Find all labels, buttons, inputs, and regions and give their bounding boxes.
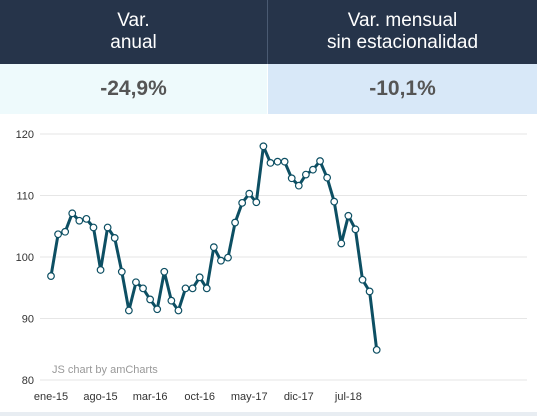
data-point	[323, 173, 332, 182]
summary-header	[0, 0, 537, 64]
y-tick-label: 120	[16, 129, 34, 141]
x-tick-label: mar-16	[133, 391, 168, 403]
data-point	[68, 209, 77, 218]
data-point	[372, 345, 381, 354]
data-point	[209, 243, 218, 252]
data-point	[75, 216, 84, 225]
data-point	[337, 239, 346, 248]
data-point	[82, 214, 91, 223]
data-point	[252, 198, 261, 207]
x-tick-label: ago-15	[83, 391, 117, 403]
data-point	[124, 306, 133, 315]
data-point	[160, 267, 169, 276]
data-point	[301, 170, 310, 179]
data-point	[132, 278, 140, 287]
x-tick-label: dic-17	[284, 391, 314, 403]
data-point	[153, 305, 162, 314]
data-point	[365, 287, 374, 296]
data-point	[266, 159, 275, 167]
data-point	[259, 142, 268, 151]
data-point	[103, 223, 112, 232]
data-point	[351, 225, 360, 234]
header-monthly-variation: Var. mensual sin estacionalidad	[268, 0, 537, 64]
data-point	[294, 181, 303, 190]
data-point	[89, 223, 98, 232]
data-point	[174, 306, 183, 315]
amcharts-credit[interactable]: JS chart by amCharts	[52, 364, 158, 376]
data-point	[139, 284, 147, 293]
header-annual-line1: Var.	[117, 10, 150, 31]
values-divider	[267, 64, 268, 114]
data-point	[188, 284, 197, 293]
data-point	[61, 227, 70, 236]
data-point	[316, 157, 324, 165]
bottom-strip	[0, 412, 537, 416]
data-point	[217, 256, 225, 265]
data-point	[195, 273, 204, 282]
data-point	[231, 218, 239, 227]
data-point	[344, 211, 353, 220]
x-tick-label: ene-15	[34, 391, 68, 403]
data-point	[245, 189, 254, 198]
header-annual-variation: Var. anual	[0, 0, 267, 64]
x-tick-label: jul-18	[334, 391, 362, 403]
header-divider	[267, 0, 268, 64]
monthly-variation-value: -10,1%	[268, 64, 537, 114]
header-annual-line2: anual	[110, 32, 157, 53]
annual-variation-value: -24,9%	[0, 64, 267, 114]
data-point	[54, 230, 62, 239]
data-point	[224, 253, 232, 262]
y-tick-label: 100	[16, 252, 34, 264]
data-point	[202, 284, 211, 293]
data-point	[358, 275, 367, 284]
line-chart: 80 90 100 110 120 ene-15 ago-15 mar-16 oct-16 may…	[16, 129, 527, 403]
data-point	[273, 157, 282, 166]
y-tick-label: 80	[22, 375, 34, 387]
data-point	[167, 296, 176, 305]
y-tick-label: 110	[16, 191, 34, 203]
data-point	[280, 157, 289, 166]
data-point	[117, 267, 126, 276]
header-monthly-line1: Var. mensual	[347, 10, 458, 31]
data-point	[96, 266, 105, 274]
data-point	[47, 272, 55, 280]
data-point	[287, 174, 296, 183]
data-point	[110, 234, 119, 242]
data-point	[330, 197, 339, 206]
y-tick-label: 90	[22, 314, 34, 326]
data-point	[146, 295, 155, 304]
data-point	[309, 165, 317, 174]
x-tick-label: oct-16	[184, 391, 215, 403]
data-point	[181, 284, 190, 293]
x-tick-label: may-17	[231, 391, 268, 403]
data-point	[238, 198, 247, 207]
header-monthly-line2: sin estacionalidad	[326, 32, 479, 53]
